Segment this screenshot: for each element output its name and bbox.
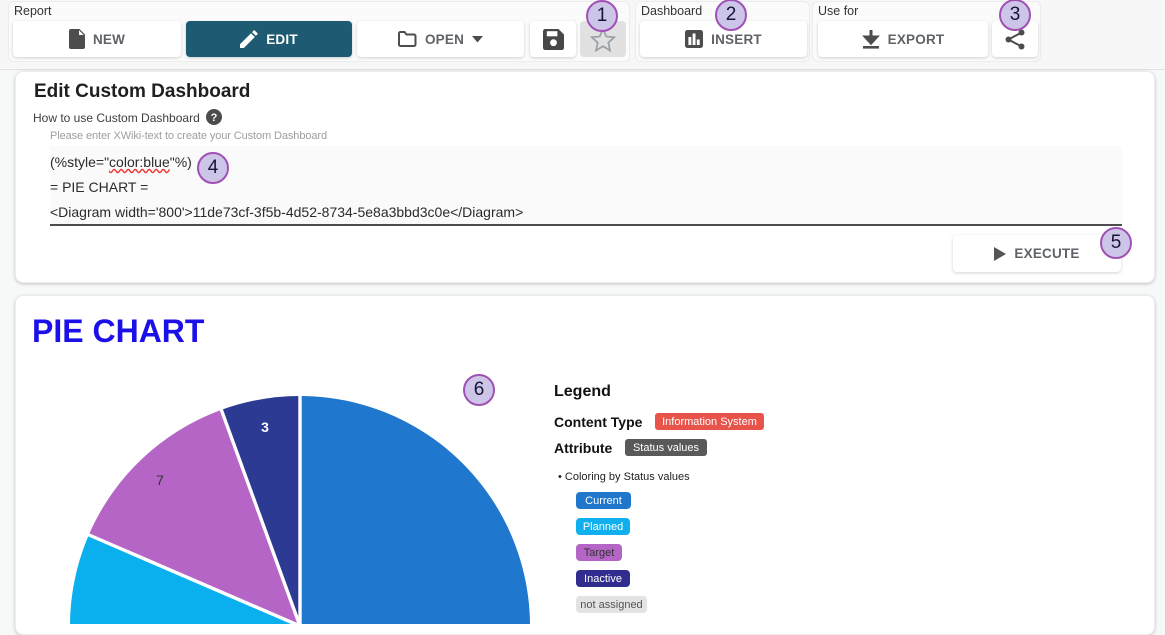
svg-text:7: 7 xyxy=(156,472,164,488)
svg-text:?: ? xyxy=(211,112,218,124)
svg-text:3: 3 xyxy=(261,419,269,435)
